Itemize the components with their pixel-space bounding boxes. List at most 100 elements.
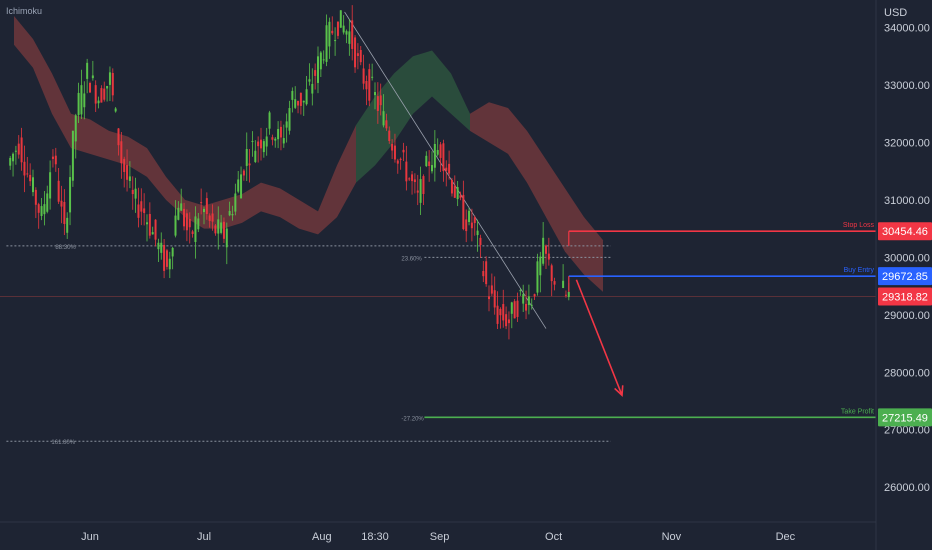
candle-body xyxy=(496,305,499,324)
candle-body xyxy=(165,250,168,267)
fib-level-label: -27.20% xyxy=(401,416,424,422)
candle-body xyxy=(331,30,334,34)
candle-body xyxy=(348,31,351,44)
candle-body xyxy=(465,219,468,232)
candle-body xyxy=(126,165,129,180)
candle-body xyxy=(185,213,188,231)
candle-body xyxy=(123,158,126,172)
candle-body xyxy=(422,176,425,194)
candle-body xyxy=(416,190,419,193)
candle-body xyxy=(325,25,328,62)
candle-body xyxy=(120,141,123,164)
candle-body xyxy=(476,230,479,236)
candle-body xyxy=(63,201,66,225)
candle-body xyxy=(328,21,331,47)
candle-body xyxy=(359,49,362,63)
candle-body xyxy=(431,165,433,172)
candle-body xyxy=(69,177,72,213)
candle-body xyxy=(12,153,15,162)
candle-body xyxy=(177,207,180,220)
candle-body xyxy=(100,88,103,103)
candle-body xyxy=(108,72,111,85)
candle-body xyxy=(493,290,496,308)
candle-body xyxy=(180,203,183,211)
candle-body xyxy=(183,208,186,227)
ichimoku-cloud-segment xyxy=(356,96,375,183)
candle-body xyxy=(371,76,374,78)
candle-body xyxy=(29,174,32,182)
ichimoku-cloud-segment xyxy=(280,188,299,229)
candle-body xyxy=(242,170,245,176)
candle-body xyxy=(282,138,285,144)
ichimoku-cloud-segment xyxy=(394,56,413,143)
take-profit-price-text: 27215.49 xyxy=(882,412,928,424)
candle-body xyxy=(205,198,208,214)
candle-body xyxy=(339,10,342,28)
candle-body xyxy=(97,100,100,104)
candle-body xyxy=(442,143,445,172)
candle-body xyxy=(57,180,60,202)
candle-body xyxy=(308,79,311,82)
candle-body xyxy=(217,219,220,234)
candle-body xyxy=(191,231,194,235)
candle-body xyxy=(54,155,57,165)
candle-body xyxy=(490,285,493,294)
candle-body xyxy=(168,258,171,270)
candle-body xyxy=(151,232,154,235)
candle-body xyxy=(450,179,453,194)
candle-body xyxy=(197,218,200,230)
candle-body xyxy=(277,129,280,140)
candle-body xyxy=(234,193,237,212)
candle-body xyxy=(80,85,83,115)
candle-body xyxy=(402,149,405,153)
candle-body xyxy=(396,160,399,164)
candle-body xyxy=(399,158,402,160)
ichimoku-cloud-segment xyxy=(90,119,109,160)
candle-body xyxy=(382,111,385,126)
candle-body xyxy=(516,300,519,317)
candle-body xyxy=(539,256,542,276)
candle-body xyxy=(522,294,525,304)
candle-body xyxy=(488,296,490,300)
candle-body xyxy=(26,173,29,175)
candle-body xyxy=(77,92,80,115)
candle-body xyxy=(291,90,294,100)
candle-body xyxy=(545,245,547,254)
candle-body xyxy=(294,99,297,108)
candle-body xyxy=(393,145,396,160)
candle-body xyxy=(470,222,473,229)
candle-body xyxy=(425,155,428,167)
ichimoku-cloud-segment xyxy=(527,130,546,218)
y-tick-label: 30000.00 xyxy=(884,252,930,264)
candle-body xyxy=(143,208,146,213)
y-tick-label: 33000.00 xyxy=(884,80,930,92)
candle-body xyxy=(128,176,131,181)
candle-body xyxy=(567,291,570,298)
candle-body xyxy=(225,228,228,248)
y-tick-label: 27000.00 xyxy=(884,425,930,437)
candle-body xyxy=(257,141,260,147)
candle-body xyxy=(208,215,211,221)
candle-body xyxy=(157,242,160,250)
candle-body xyxy=(433,143,436,168)
candle-body xyxy=(376,96,379,111)
candle-body xyxy=(17,143,20,155)
target-arrow-head xyxy=(614,385,624,397)
fib-level-label: 88.30% xyxy=(55,245,76,251)
candle-body xyxy=(9,157,12,166)
candle-body xyxy=(20,137,23,163)
candle-body xyxy=(163,244,166,271)
candle-body xyxy=(91,75,94,79)
ichimoku-cloud-segment xyxy=(33,38,52,114)
candle-body xyxy=(336,21,339,36)
candle-body xyxy=(334,40,337,42)
candle-body xyxy=(485,261,488,285)
candle-body xyxy=(482,270,485,277)
candle-body xyxy=(89,82,91,93)
candle-body xyxy=(314,70,317,76)
stop-loss-price-text: 30454.46 xyxy=(882,226,928,238)
candle-body xyxy=(140,201,143,212)
candle-body xyxy=(131,189,134,195)
